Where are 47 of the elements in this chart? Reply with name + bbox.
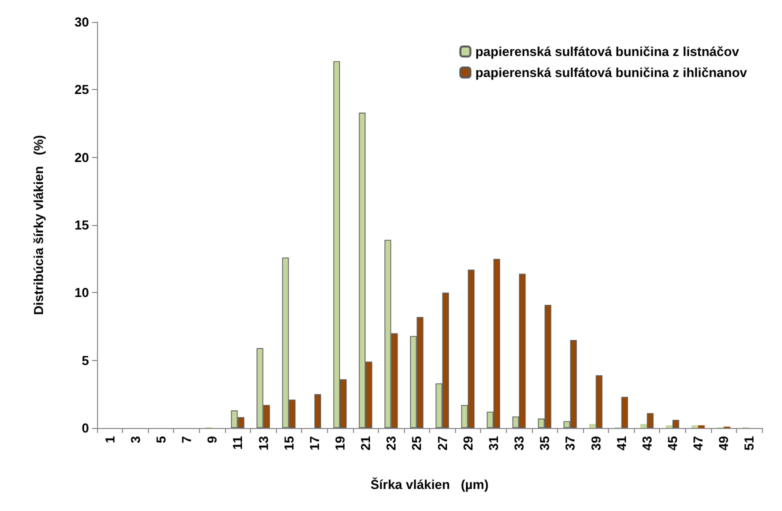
bar bbox=[666, 425, 672, 428]
x-tick-label: 37 bbox=[562, 436, 578, 450]
x-tick-label: 31 bbox=[486, 436, 501, 450]
bar bbox=[646, 413, 654, 428]
x-tick-label: 41 bbox=[614, 436, 629, 450]
x-tick-label: 51 bbox=[742, 436, 757, 450]
y-tick-label: 10 bbox=[74, 285, 89, 300]
x-tick-label: 21 bbox=[358, 436, 374, 450]
bar bbox=[640, 424, 647, 428]
bar bbox=[691, 425, 698, 428]
x-tick-label: 9 bbox=[204, 436, 220, 444]
x-tick-label: 23 bbox=[384, 436, 399, 450]
bar bbox=[672, 420, 680, 428]
x-tick-label: 13 bbox=[256, 436, 271, 450]
y-tick-label: 20 bbox=[74, 150, 89, 165]
y-tick-label: 15 bbox=[74, 218, 89, 232]
x-tick-label: 39 bbox=[588, 436, 604, 450]
x-tick-label: 15 bbox=[281, 436, 296, 450]
x-tick-label: 33 bbox=[512, 436, 527, 450]
bar bbox=[314, 394, 322, 428]
x-tick-label: 35 bbox=[537, 436, 552, 450]
y-axis-title: Distribúcia šírky vlákien (%) bbox=[31, 135, 46, 315]
x-tick-label: 45 bbox=[664, 436, 680, 450]
x-tick-label: 3 bbox=[128, 436, 143, 444]
bar bbox=[596, 375, 602, 428]
x-tick-label: 29 bbox=[460, 436, 476, 450]
x-axis-title: Šírka vlákien (µm) bbox=[370, 477, 489, 492]
x-tick-label: 47 bbox=[690, 436, 706, 450]
x-tick-label: 11 bbox=[230, 436, 246, 450]
y-tick-label: 30 bbox=[74, 14, 89, 30]
x-tick-label: 5 bbox=[153, 436, 168, 444]
bar bbox=[621, 396, 628, 428]
legend-label: papierenská sulfátová buničina z ihličnanov bbox=[475, 65, 748, 80]
x-tick-label: 19 bbox=[332, 436, 348, 450]
legend-label: papierenská sulfátová buničina z listnáčov bbox=[475, 44, 740, 59]
bar bbox=[589, 424, 596, 428]
y-tick-label: 0 bbox=[82, 420, 89, 436]
x-tick-label: 17 bbox=[306, 436, 322, 450]
y-tick-label: 5 bbox=[82, 352, 89, 368]
bar bbox=[698, 425, 705, 428]
x-tick-label: 25 bbox=[409, 436, 424, 450]
x-tick-label: 43 bbox=[639, 436, 654, 450]
x-tick-label: 27 bbox=[434, 436, 450, 450]
y-tick-label: 25 bbox=[74, 82, 89, 98]
x-tick-label: 7 bbox=[179, 436, 194, 444]
x-tick-label: 49 bbox=[716, 436, 732, 450]
x-tick-label: 1 bbox=[102, 436, 118, 444]
